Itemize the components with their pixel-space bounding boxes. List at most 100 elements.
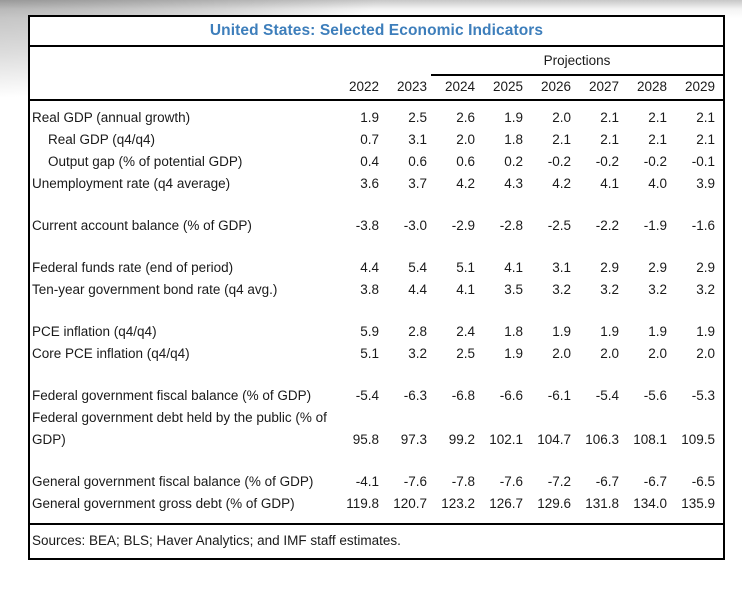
value-cell: -3.8 [355,218,379,233]
value-cell: 134.0 [633,496,667,511]
year-header-cell: 2029 [684,79,715,94]
value-cell: -1.6 [691,218,715,233]
table-row: Unemployment rate (q4 average) 3.6 3.7 4.2 4… [30,173,715,195]
value-cell: -5.3 [691,388,715,403]
value-cell: 2.4 [456,324,475,339]
value-cell: 2.1 [696,110,715,125]
row-group: Current account balance (% of GDP) -3.8 -3… [30,215,715,237]
value-cell: -0.2 [643,154,667,169]
value-cell: 2.1 [552,132,571,147]
value-cell: 3.2 [696,282,715,297]
value-cell: 102.1 [489,432,523,447]
row-group: General government fiscal balance (% of … [30,471,715,515]
table-row: Real GDP (q4/q4) 0.7 3.1 2.0 1.8 2.1 2.1 2.1 2.1 [30,129,715,151]
row-label: General government fiscal balance (% of … [32,474,314,489]
value-cell: 0.6 [456,154,475,169]
value-cell: -0.2 [595,154,619,169]
value-cell: 135.9 [681,496,715,511]
value-cell: 3.7 [408,176,427,191]
value-cell: 3.2 [600,282,619,297]
projections-span: Projections [431,47,723,76]
sources-text: Sources: BEA; BLS; Haver Analytics; and … [32,533,401,548]
value-cell: 4.4 [360,260,379,275]
value-cell: -0.1 [691,154,715,169]
economic-indicators-table: United States: Selected Economic Indicat… [28,15,725,560]
value-cell: 5.1 [456,260,475,275]
value-cell: 1.9 [552,324,571,339]
value-cell: 1.9 [600,324,619,339]
value-cell: 2.1 [600,110,619,125]
value-cell: 109.5 [681,432,715,447]
value-cell: -5.6 [643,388,667,403]
value-cell: 4.3 [504,176,523,191]
value-cell: 108.1 [633,432,667,447]
table-title: United States: Selected Economic Indicat… [30,17,723,47]
value-cell: 0.4 [360,154,379,169]
value-cell: -6.3 [403,388,427,403]
value-cell: 2.9 [696,260,715,275]
value-cell: -6.6 [499,388,523,403]
value-cell: 4.4 [408,282,427,297]
row-label: Core PCE inflation (q4/q4) [32,346,190,361]
value-cell: 126.7 [489,496,523,511]
value-cell: 2.0 [648,346,667,361]
row-label: Unemployment rate (q4 average) [32,176,231,191]
value-cell: 0.2 [504,154,523,169]
year-header-cell: 2024 [444,79,475,94]
value-cell: 2.1 [648,110,667,125]
value-cell: 3.2 [552,282,571,297]
table-row: Ten-year government bond rate (q4 avg.) 3… [30,279,715,301]
value-cell: -7.6 [499,474,523,489]
year-header-row: 2022 2023 2024 2025 2026 2027 2028 2029 [30,74,715,99]
table-row: PCE inflation (q4/q4) 5.9 2.8 2.4 1.8 1.9 1.9 1… [30,321,715,343]
value-cell: 3.1 [552,260,571,275]
value-cell: 2.9 [648,260,667,275]
value-cell: 3.2 [408,346,427,361]
value-cell: 2.0 [456,132,475,147]
table-row: Federal funds rate (end of period) 4.4 5.4… [30,257,715,279]
value-cell: 2.1 [696,132,715,147]
table-row: Federal government fiscal balance (% of … [30,385,715,407]
table-header: Projections 2022 2023 2024 2025 2026 2027 2028… [30,47,723,101]
value-cell: 3.9 [696,176,715,191]
year-header-cell: 2028 [636,79,667,94]
row-label: Federal government debt held by the publ… [32,410,327,447]
row-label: General government gross debt (% of GDP) [32,496,295,511]
value-cell: -6.1 [547,388,571,403]
value-cell: 3.6 [360,176,379,191]
value-cell: 1.8 [504,324,523,339]
row-label: Federal government fiscal balance (% of … [32,388,312,403]
value-cell: -7.2 [547,474,571,489]
value-cell: 0.7 [360,132,379,147]
year-header-cell: 2025 [492,79,523,94]
value-cell: -7.8 [451,474,475,489]
value-cell: 2.6 [456,110,475,125]
table-row: Core PCE inflation (q4/q4) 5.1 3.2 2.5 1.9 2.… [30,343,715,365]
value-cell: 129.6 [537,496,571,511]
value-cell: -0.2 [547,154,571,169]
value-cell: 0.6 [408,154,427,169]
value-cell: -2.8 [499,218,523,233]
table-row: Federal government debt held by the publ… [30,407,715,451]
value-cell: 1.9 [504,346,523,361]
projections-label: Projections [543,53,611,68]
value-cell: 3.5 [504,282,523,297]
table-row: Current account balance (% of GDP) -3.8 -3… [30,215,715,237]
value-cell: -2.9 [451,218,475,233]
value-cell: 2.0 [552,346,571,361]
value-cell: -2.5 [547,218,571,233]
value-cell: 4.2 [456,176,475,191]
table-row: Real GDP (annual growth) 1.9 2.5 2.6 1.9 2.0 2… [30,107,715,129]
table-row: General government gross debt (% of GDP)… [30,493,715,515]
value-cell: 95.8 [352,432,379,447]
value-cell: 119.8 [346,496,379,511]
row-group: PCE inflation (q4/q4) 5.9 2.8 2.4 1.8 1.9 1.9 1… [30,321,715,365]
sources-row: Sources: BEA; BLS; Haver Analytics; and … [30,523,723,558]
value-cell: 2.5 [408,110,427,125]
value-cell: 97.3 [400,432,427,447]
value-cell: 1.9 [360,110,379,125]
table-row: Output gap (% of potential GDP) 0.4 0.6 0.6… [30,151,715,173]
value-cell: 5.9 [360,324,379,339]
value-cell: 3.8 [360,282,379,297]
